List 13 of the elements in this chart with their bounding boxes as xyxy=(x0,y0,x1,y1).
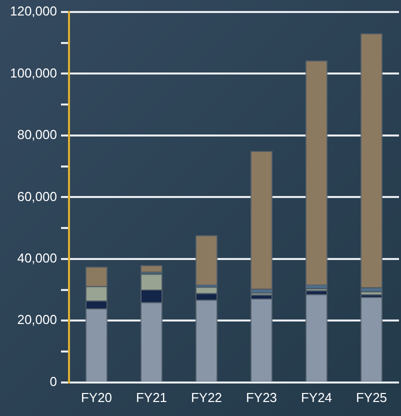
x-tick-label: FY24 xyxy=(300,390,332,405)
x-tick-label: FY22 xyxy=(190,390,222,405)
y-tick-label: 100,000 xyxy=(10,65,57,80)
y-tick-label: 60,000 xyxy=(17,188,57,204)
x-tick-label: FY21 xyxy=(136,390,168,405)
y-tick-label: 40,000 xyxy=(17,250,57,266)
x-tick-label: FY23 xyxy=(246,390,278,405)
x-tick-label: FY25 xyxy=(356,390,388,405)
x-tick-label: FY20 xyxy=(80,390,112,405)
text: 20,000 xyxy=(17,312,57,328)
y-tick-label: 80,000 xyxy=(17,127,57,142)
y-tick-label: 120,000 xyxy=(10,4,57,19)
y-tick-label: 0 xyxy=(50,374,57,389)
